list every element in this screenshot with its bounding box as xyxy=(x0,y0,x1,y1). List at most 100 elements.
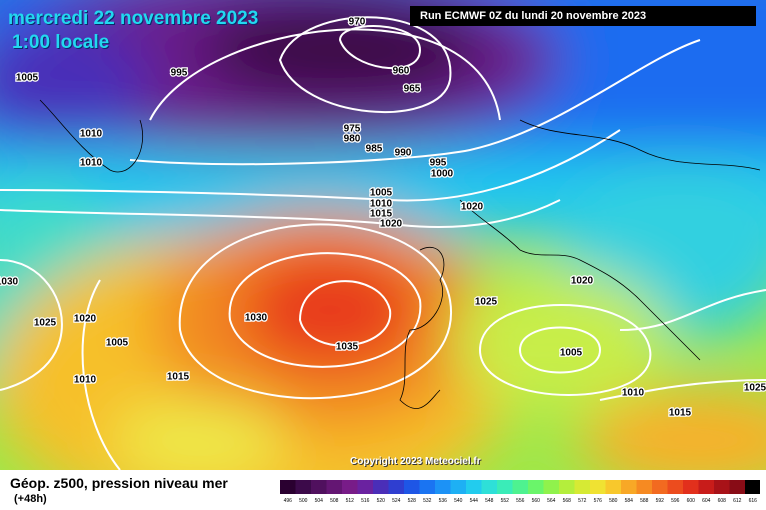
scale-swatch xyxy=(295,480,311,494)
copyright: Copyright 2023 Meteociel.fr xyxy=(350,456,481,467)
scale-swatch xyxy=(559,480,575,494)
date: mercredi 22 novembre 2023 xyxy=(8,8,259,29)
scale-label: 604 xyxy=(702,498,711,504)
scale-swatch xyxy=(729,480,745,494)
isobar-label: 995 xyxy=(430,158,447,169)
scale-label: 608 xyxy=(718,498,727,504)
isobar-label: 970 xyxy=(349,17,366,28)
scale-label: 544 xyxy=(470,498,479,504)
isobar-label: 1020 xyxy=(461,202,484,213)
scale-swatch xyxy=(683,480,699,494)
scale-label: 596 xyxy=(671,498,680,504)
scale-swatch xyxy=(528,480,544,494)
scale-swatch xyxy=(450,480,466,494)
isobar-label: 1005 xyxy=(106,338,129,349)
scale-label: 592 xyxy=(656,498,665,504)
isobar-label: 1030 xyxy=(245,313,268,324)
scale-swatch xyxy=(574,480,590,494)
isobar-label: 1015 xyxy=(669,408,692,419)
isobar-label: 1010 xyxy=(80,158,103,169)
scale-label: 548 xyxy=(485,498,494,504)
scale-label: 560 xyxy=(532,498,541,504)
color-scale: 496 500 504 508 512 516 520 524 528 532 536 540 544 5… xyxy=(280,480,760,504)
footer-title: Géop. z500, pression niveau mer xyxy=(10,475,228,491)
isobar-label: 1025 xyxy=(744,383,766,394)
scale-swatch xyxy=(543,480,559,494)
isobar-label: 1015 xyxy=(167,372,190,383)
isobar-label: 1010 xyxy=(622,388,645,399)
scale-swatch xyxy=(652,480,668,494)
scale-swatch xyxy=(357,480,373,494)
scale-swatch xyxy=(667,480,683,494)
scale-label: 576 xyxy=(594,498,603,504)
scale-label: 520 xyxy=(377,498,386,504)
scale-label: 512 xyxy=(346,498,355,504)
scale-swatch xyxy=(280,480,296,494)
isobar-label: 1025 xyxy=(475,297,498,308)
isobar-label: 1010 xyxy=(80,129,103,140)
scale-label: 616 xyxy=(749,498,758,504)
isobar-label: 960 xyxy=(393,66,410,77)
isobar-label: 1005 xyxy=(16,73,39,84)
scale-swatch xyxy=(373,480,389,494)
scale-label: 508 xyxy=(330,498,339,504)
scale-label: 572 xyxy=(578,498,587,504)
isobar-label: 965 xyxy=(404,84,421,95)
scale-swatch xyxy=(636,480,652,494)
scale-swatch xyxy=(419,480,435,494)
isobar-label: 1010 xyxy=(74,375,97,386)
isobar-label: 1015 xyxy=(370,209,393,220)
isobar-label: 975 xyxy=(344,124,361,135)
scale-label: 568 xyxy=(563,498,572,504)
scale-swatch xyxy=(745,480,760,494)
isobar-label: 980 xyxy=(344,134,361,145)
isobar-label: 1000 xyxy=(431,169,454,180)
run-info: Run ECMWF 0Z du lundi 20 novembre 2023 xyxy=(410,6,756,26)
scale-label: 600 xyxy=(687,498,696,504)
isobar-label: 1035 xyxy=(336,342,359,353)
scale-label: 532 xyxy=(423,498,432,504)
scale-swatch xyxy=(326,480,342,494)
scale-swatch xyxy=(497,480,513,494)
scale-swatch xyxy=(714,480,730,494)
isobar-label: 990 xyxy=(395,148,412,159)
isobar-label: 995 xyxy=(171,68,188,79)
isobar-label: 1025 xyxy=(34,318,57,329)
scale-label: 528 xyxy=(408,498,417,504)
isobar-label: 1020 xyxy=(571,276,594,287)
scale-swatch xyxy=(466,480,482,494)
scale-label: 496 xyxy=(284,498,293,504)
isobar-label: 1005 xyxy=(370,188,393,199)
scale-label: 516 xyxy=(361,498,370,504)
scale-swatch xyxy=(590,480,606,494)
scale-swatch xyxy=(342,480,358,494)
scale-label: 556 xyxy=(516,498,525,504)
scale-label: 500 xyxy=(299,498,308,504)
coastlines xyxy=(39,99,761,409)
scale-swatch xyxy=(404,480,420,494)
time: 1:00 locale xyxy=(12,32,110,53)
scale-label: 564 xyxy=(547,498,556,504)
isobar-label: 1020 xyxy=(380,219,403,230)
field xyxy=(0,0,766,470)
scale-swatch xyxy=(388,480,404,494)
scale-swatch xyxy=(621,480,637,494)
scale-label: 584 xyxy=(625,498,634,504)
isobar-label: 1030 xyxy=(0,277,19,288)
scale-label: 588 xyxy=(640,498,649,504)
scale-label: 536 xyxy=(439,498,448,504)
isobar-label: 1010 xyxy=(370,199,393,210)
isobars xyxy=(0,16,766,470)
scale-label: 552 xyxy=(501,498,510,504)
scale-label: 540 xyxy=(454,498,463,504)
scale-label: 524 xyxy=(392,498,401,504)
scale-swatch xyxy=(481,480,497,494)
scale-swatch xyxy=(605,480,621,494)
scale-swatch xyxy=(311,480,327,494)
scale-label: 580 xyxy=(609,498,618,504)
isobar-label: 1005 xyxy=(560,348,583,359)
footer-lead: (+48h) xyxy=(14,493,47,505)
isobar-label: 1020 xyxy=(74,314,97,325)
